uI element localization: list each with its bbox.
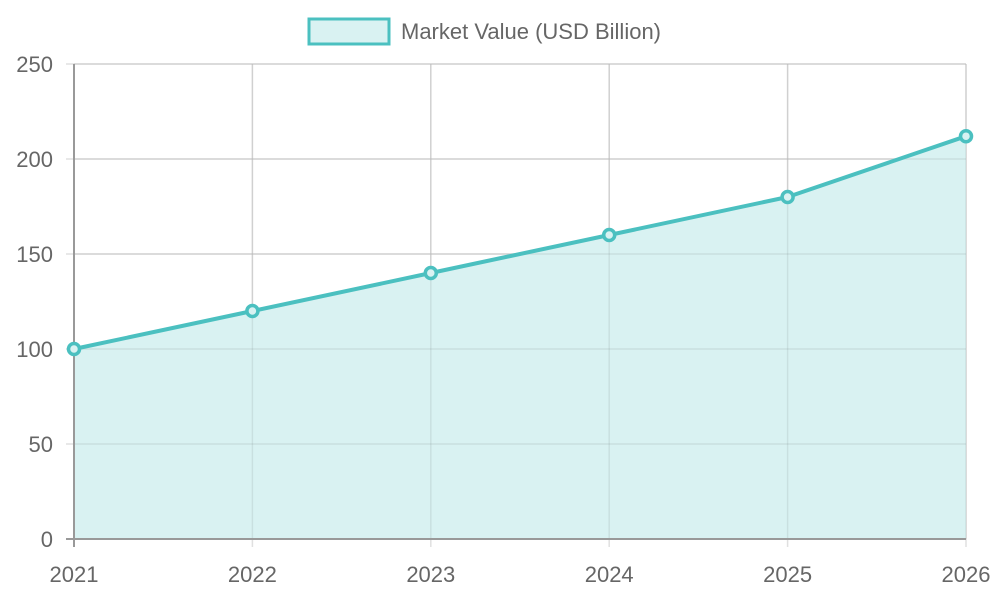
x-tick-label-2025: 2025 — [763, 562, 812, 587]
data-point-2024[interactable] — [601, 227, 617, 243]
legend[interactable]: Market Value (USD Billion) — [307, 17, 661, 46]
x-tick-label-2024: 2024 — [585, 562, 634, 587]
series-line-path — [73, 134, 967, 351]
y-axis-ticks: 0 50 100 150 200 250 — [16, 52, 53, 552]
legend-swatch[interactable] — [307, 17, 391, 46]
y-tick-label-50: 50 — [29, 432, 53, 457]
x-tick-label-2022: 2022 — [228, 562, 277, 587]
data-point-2022[interactable] — [245, 303, 260, 319]
data-point-2023[interactable] — [423, 265, 439, 281]
data-point-2021[interactable] — [66, 341, 82, 357]
data-points — [66, 128, 974, 357]
series-area — [73, 63, 967, 540]
x-tick-label-2021: 2021 — [50, 562, 99, 587]
data-point-2026[interactable] — [958, 128, 974, 144]
axes — [66, 64, 966, 547]
x-tick-label-2026: 2026 — [942, 562, 991, 587]
legend-label[interactable]: Market Value (USD Billion) — [401, 19, 661, 44]
y-tick-label-150: 150 — [16, 242, 53, 267]
data-point-2025[interactable] — [780, 189, 795, 205]
x-tick-label-2023: 2023 — [406, 562, 455, 587]
y-tick-label-100: 100 — [16, 337, 53, 362]
x-axis-ticks: 2021 2022 2023 2024 2025 2026 — [50, 562, 991, 587]
y-tick-label-250: 250 — [16, 52, 53, 77]
series-line — [73, 134, 967, 351]
y-tick-label-0: 0 — [41, 527, 53, 552]
area-fill — [74, 136, 966, 539]
y-tick-label-200: 200 — [16, 147, 53, 172]
